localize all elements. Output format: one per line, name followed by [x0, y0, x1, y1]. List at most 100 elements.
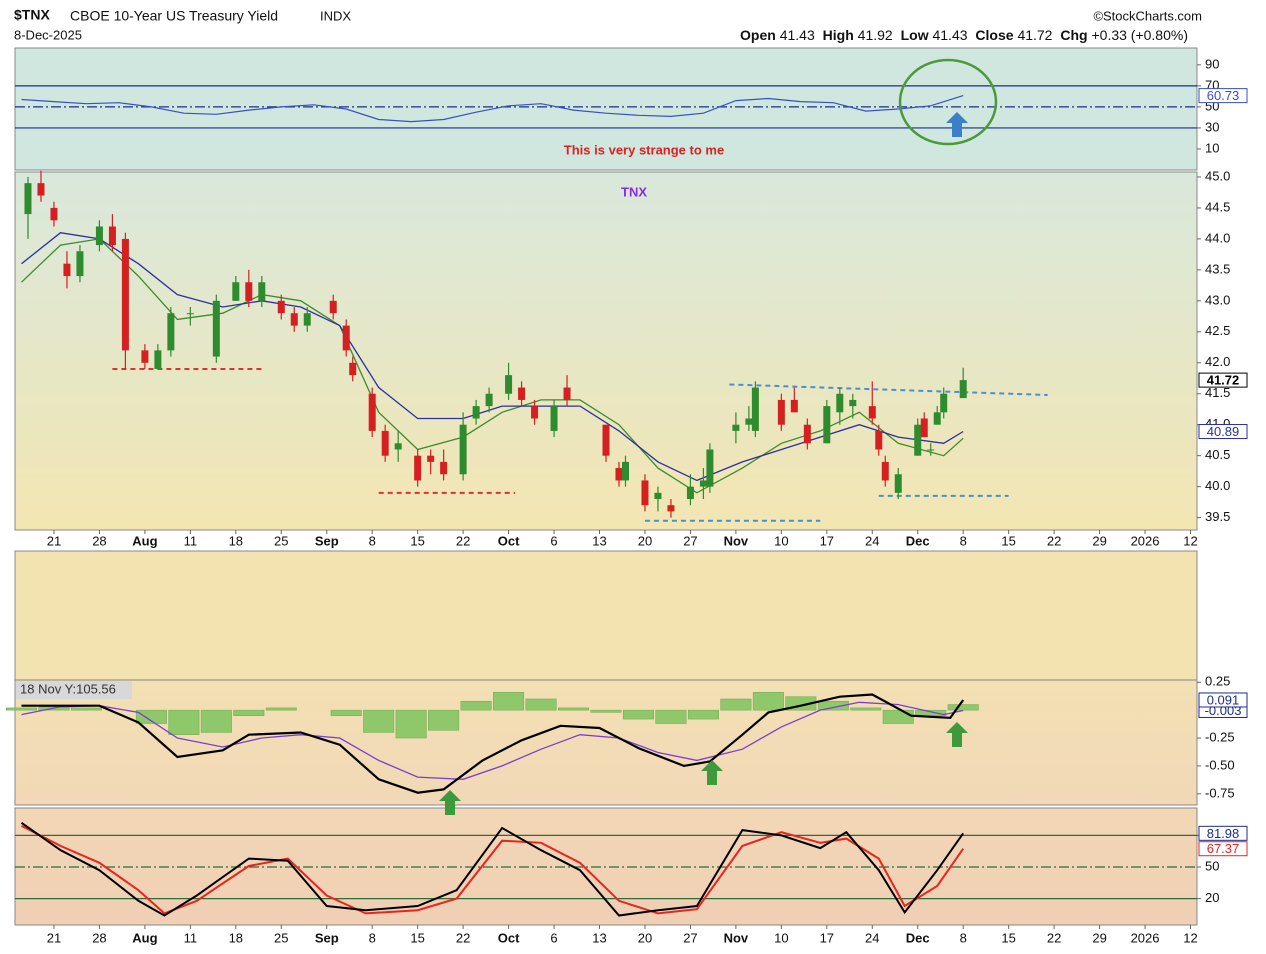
series-line: [21, 232, 964, 482]
x-tick-label: 10: [774, 930, 788, 945]
x-tick-label: 24: [865, 930, 879, 945]
candle-body: [37, 183, 45, 196]
rsi-panel: [14, 47, 1198, 171]
last-value-box: [1198, 841, 1248, 857]
x-tick-label: 17: [820, 930, 834, 945]
trendline: [729, 383, 1048, 396]
x-tick-label: 13: [592, 930, 606, 945]
x-tick-label: 2026: [1131, 930, 1160, 945]
candle-body: [485, 393, 493, 407]
x-tick-label: 28: [92, 533, 106, 548]
histogram-bar: [70, 707, 102, 711]
candle-body: [186, 313, 194, 315]
histogram-bar: [622, 709, 654, 720]
candle-body: [790, 399, 798, 413]
candle-body: [440, 461, 448, 475]
last-value-box: [1198, 692, 1248, 708]
candle-body: [667, 505, 675, 512]
x-tick-label: 29: [1092, 533, 1106, 548]
histogram-bar: [168, 709, 200, 735]
green-arrow: [946, 722, 968, 747]
price-panel: [14, 171, 1198, 531]
x-tick-label: 18: [229, 930, 243, 945]
candle-body: [654, 492, 662, 500]
histogram-bar: [817, 700, 849, 711]
histogram-bar: [850, 707, 882, 711]
histogram-bar: [882, 709, 914, 724]
x-tick-label: Dec: [906, 533, 930, 548]
x-tick-label: 8: [369, 533, 376, 548]
candle-body: [518, 387, 526, 400]
y-tick-label: 50: [1205, 858, 1219, 873]
x-tick-label: 21: [47, 930, 61, 945]
last-value-label: 81.98: [1207, 826, 1240, 841]
candle-body: [329, 300, 337, 314]
series-line: [21, 693, 965, 794]
candle-body: [121, 238, 129, 351]
candle-body: [849, 399, 857, 407]
histogram-bar: [590, 709, 622, 713]
y-tick-label: 42.5: [1205, 323, 1230, 338]
x-tick-label: 20: [638, 533, 652, 548]
histogram-bar: [363, 709, 395, 733]
low-label: Low: [901, 27, 929, 43]
source: ©StockCharts.com: [1093, 8, 1202, 23]
histogram-bar: [200, 709, 232, 733]
x-tick-label: 15: [410, 533, 424, 548]
candle-body: [50, 207, 58, 221]
candle-body: [368, 393, 376, 431]
candle-body: [803, 424, 811, 444]
histogram-bar: [525, 698, 557, 711]
x-tick-label: 20: [638, 930, 652, 945]
x-tick-label: Oct: [498, 930, 520, 945]
y-tick-label: 39.5: [1205, 509, 1230, 524]
candle-body: [349, 362, 357, 376]
low-value: 41.43: [932, 27, 967, 43]
candle-body: [381, 430, 389, 456]
candle-body: [277, 300, 285, 314]
x-tick-label: 10: [774, 533, 788, 548]
y-tick-label: 20: [1205, 890, 1219, 905]
candle-body: [875, 430, 883, 450]
x-tick-label: 6: [550, 533, 557, 548]
series-line: [21, 701, 964, 780]
x-tick-label: 11: [184, 533, 198, 548]
histogram-bar: [6, 707, 37, 711]
histogram-bar: [915, 709, 947, 716]
x-tick-label: 8: [369, 930, 376, 945]
candle-body: [751, 387, 759, 431]
candle-body: [621, 461, 629, 481]
security-name: CBOE 10-Year US Treasury Yield: [70, 8, 278, 24]
last-value-label: 60.73: [1207, 88, 1240, 103]
candle-body: [290, 313, 298, 326]
candle-body: [303, 313, 311, 326]
y-tick-label: 44.0: [1205, 230, 1230, 245]
candle-body: [232, 282, 240, 301]
series-line: [20, 821, 965, 917]
candle-body: [699, 480, 707, 487]
histogram-bar: [493, 692, 525, 711]
x-tick-label: Oct: [498, 533, 520, 548]
candle-body: [836, 393, 844, 413]
x-tick-label: 21: [47, 533, 61, 548]
candle-body: [141, 350, 149, 363]
candle-body: [394, 443, 402, 450]
candle-body: [914, 424, 922, 456]
x-tick-label: 11: [184, 930, 198, 945]
x-tick-label: Nov: [724, 930, 749, 945]
x-tick-label: Nov: [724, 533, 749, 548]
candle-body: [686, 486, 694, 500]
candle-body: [868, 406, 876, 419]
candle-body: [108, 226, 116, 246]
last-value-label: 0.091: [1207, 692, 1240, 707]
x-tick-label: 22: [456, 930, 470, 945]
blue-arrow: [946, 112, 968, 137]
x-tick-label: 18: [229, 533, 243, 548]
y-tick-label: 41.5: [1205, 385, 1230, 400]
close-value: 41.72: [1017, 27, 1052, 43]
cursor-box: [16, 681, 132, 699]
empty-panel: [14, 550, 1198, 681]
close-label: Close: [975, 27, 1013, 43]
last-value-box: [1198, 424, 1248, 440]
